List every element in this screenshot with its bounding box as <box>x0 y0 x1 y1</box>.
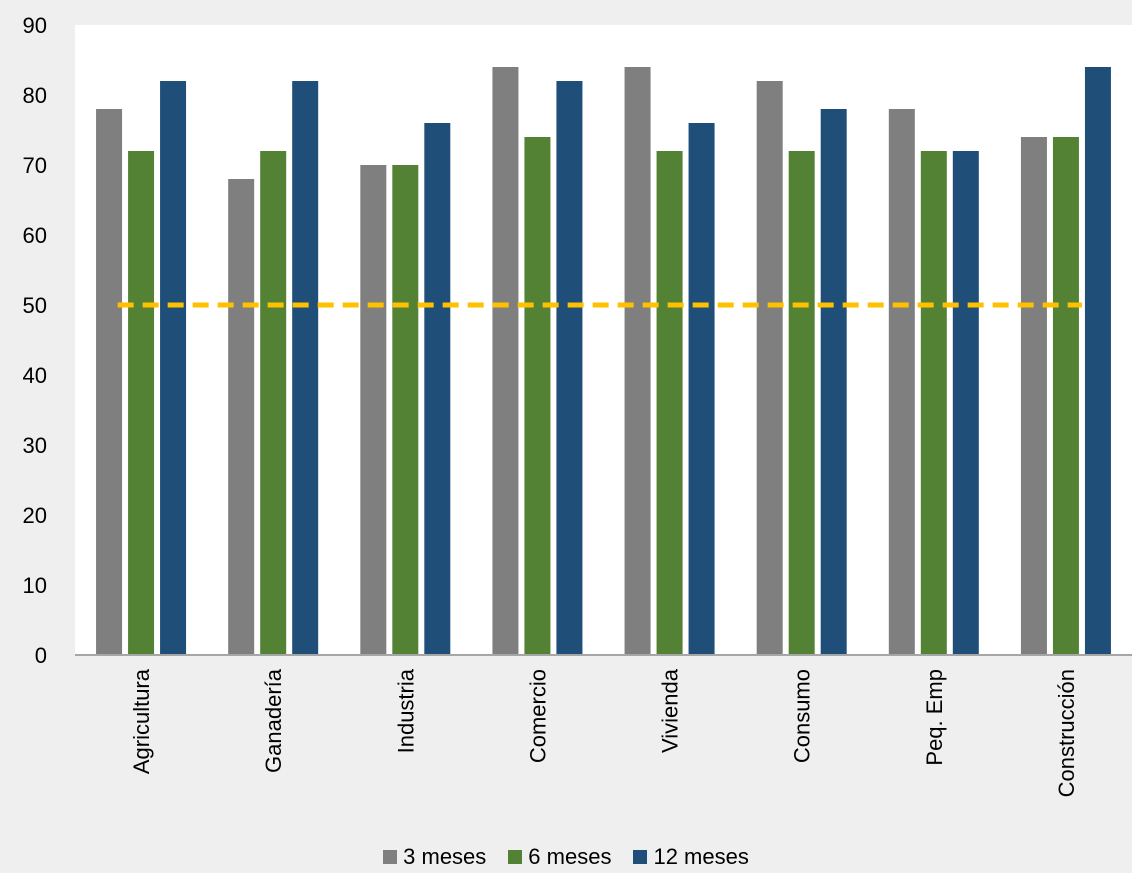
y-tick-label: 10 <box>23 573 47 598</box>
bar <box>888 109 915 655</box>
bar <box>656 151 683 655</box>
bar <box>920 151 947 655</box>
bar <box>1084 67 1111 655</box>
bars-group <box>96 67 1111 655</box>
y-axis-ticks: 0 10 20 30 40 50 60 70 80 90 <box>23 13 47 668</box>
bar <box>96 109 123 655</box>
bar <box>160 81 187 655</box>
x-category-label: Consumo <box>790 669 815 763</box>
legend-swatch <box>383 850 398 864</box>
x-category-label: Peq. Emp <box>922 669 947 766</box>
bar <box>820 109 847 655</box>
y-tick-label: 90 <box>23 13 47 38</box>
legend-label: 12 meses <box>653 844 749 869</box>
bar <box>228 179 255 655</box>
x-category-label: Construcción <box>1054 669 1079 797</box>
bar <box>556 81 583 655</box>
bar <box>624 67 651 655</box>
bar <box>424 123 451 655</box>
bar <box>492 67 519 655</box>
bar <box>360 165 387 655</box>
x-category-label: Industria <box>393 668 418 753</box>
bar <box>260 151 287 655</box>
bar <box>952 151 979 655</box>
legend-label: 3 meses <box>403 844 487 869</box>
bar <box>1052 137 1079 655</box>
y-tick-label: 40 <box>23 363 47 388</box>
bar <box>524 137 551 655</box>
y-tick-label: 0 <box>35 643 47 668</box>
x-category-label: Comercio <box>525 669 550 763</box>
bar <box>756 81 783 655</box>
y-tick-label: 70 <box>23 153 47 178</box>
legend-item-12-meses: 12 meses <box>633 844 749 870</box>
y-tick-label: 50 <box>23 293 47 318</box>
legend-label: 6 meses <box>528 844 612 869</box>
x-category-label: Vivienda <box>658 668 683 753</box>
legend-item-6-meses: 6 meses <box>508 844 611 870</box>
bar-chart-svg: 0 10 20 30 40 50 60 70 80 90 Agricultura Ganadería… <box>23 13 1132 797</box>
bar <box>688 123 715 655</box>
y-tick-label: 80 <box>23 83 47 108</box>
bar <box>292 81 319 655</box>
bar <box>392 165 419 655</box>
y-tick-label: 60 <box>23 223 47 248</box>
x-category-label: Agricultura <box>129 668 154 774</box>
x-category-label: Ganadería <box>261 668 286 773</box>
legend-swatch <box>633 850 648 864</box>
bar <box>1020 137 1047 655</box>
bar <box>128 151 155 655</box>
legend-item-3-meses: 3 meses <box>383 844 486 870</box>
legend: 3 meses 6 meses 12 meses <box>0 842 1132 872</box>
bar <box>788 151 815 655</box>
y-tick-label: 30 <box>23 433 47 458</box>
y-tick-label: 20 <box>23 503 47 528</box>
x-axis-categories: Agricultura Ganadería Industria Comercio Viv… <box>129 668 1079 797</box>
legend-swatch <box>508 850 523 864</box>
